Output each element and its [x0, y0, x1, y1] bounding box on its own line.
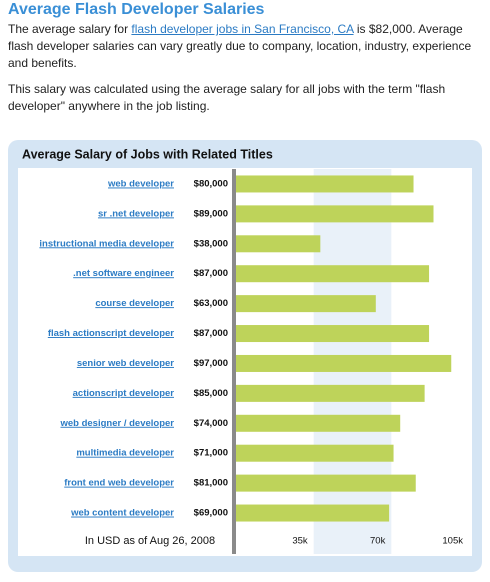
method-note: This salary was calculated using the ave… — [8, 82, 446, 113]
value-label: $69,000 — [194, 508, 228, 519]
category-label: web content developer — [70, 508, 174, 519]
bar — [236, 384, 425, 402]
value-label: $89,000 — [194, 208, 228, 219]
page-title: Average Flash Developer Salaries — [8, 1, 265, 18]
value-label: $81,000 — [194, 478, 228, 489]
value-label: $74,000 — [194, 418, 228, 429]
value-label: $80,000 — [194, 178, 228, 189]
category-label: instructional media developer — [39, 238, 174, 249]
header: Average Flash Developer Salaries The ave… — [8, 0, 478, 124]
bar — [236, 175, 414, 193]
text: The average salary for — [8, 22, 132, 36]
text: is $82,000. Average flash developer sala… — [8, 22, 472, 70]
value-label: $63,000 — [194, 298, 228, 309]
note: In USD as of Aug 26, 2008 — [85, 535, 215, 547]
bar — [236, 205, 434, 223]
x-tick-label: 35k — [292, 536, 308, 547]
bar — [236, 474, 416, 492]
category-label: senior web developer — [77, 358, 174, 369]
value-label: $71,000 — [194, 448, 228, 459]
category-label: multimedia developer — [76, 448, 174, 459]
category-label: sr .net developer — [98, 208, 174, 219]
category-label: front end web developer — [64, 478, 174, 489]
x-tick-label: 105k — [442, 536, 463, 547]
value-label: $85,000 — [194, 388, 228, 399]
link[interactable]: flash developer jobs in San Francisco, C… — [131, 22, 354, 36]
grid-band — [313, 169, 392, 554]
bar — [236, 295, 376, 313]
bar — [236, 354, 452, 372]
chart-title: Average Salary of Jobs with Related Titl… — [22, 147, 273, 161]
bar — [236, 444, 394, 462]
value-label: $87,000 — [194, 268, 228, 279]
chart-frame — [8, 140, 482, 572]
category-label: course developer — [95, 298, 174, 309]
value-label: $97,000 — [194, 358, 228, 369]
chart-panel — [18, 168, 472, 556]
axis-line — [232, 169, 236, 554]
bar — [236, 265, 430, 283]
category-label: actionscript developer — [73, 388, 175, 399]
bar — [236, 235, 321, 253]
intro: The average salary for flash developer j… — [8, 21, 478, 72]
x-tick-label: 70k — [370, 536, 386, 547]
value-label: $87,000 — [194, 328, 228, 339]
category-label: flash actionscript developer — [48, 328, 174, 339]
category-label: .net software engineer — [73, 268, 174, 279]
category-label: web developer — [107, 178, 174, 189]
value-label: $38,000 — [194, 238, 228, 249]
bar — [236, 504, 390, 522]
category-label: web designer / developer — [59, 418, 174, 429]
bar — [236, 414, 401, 432]
bar — [236, 325, 430, 343]
